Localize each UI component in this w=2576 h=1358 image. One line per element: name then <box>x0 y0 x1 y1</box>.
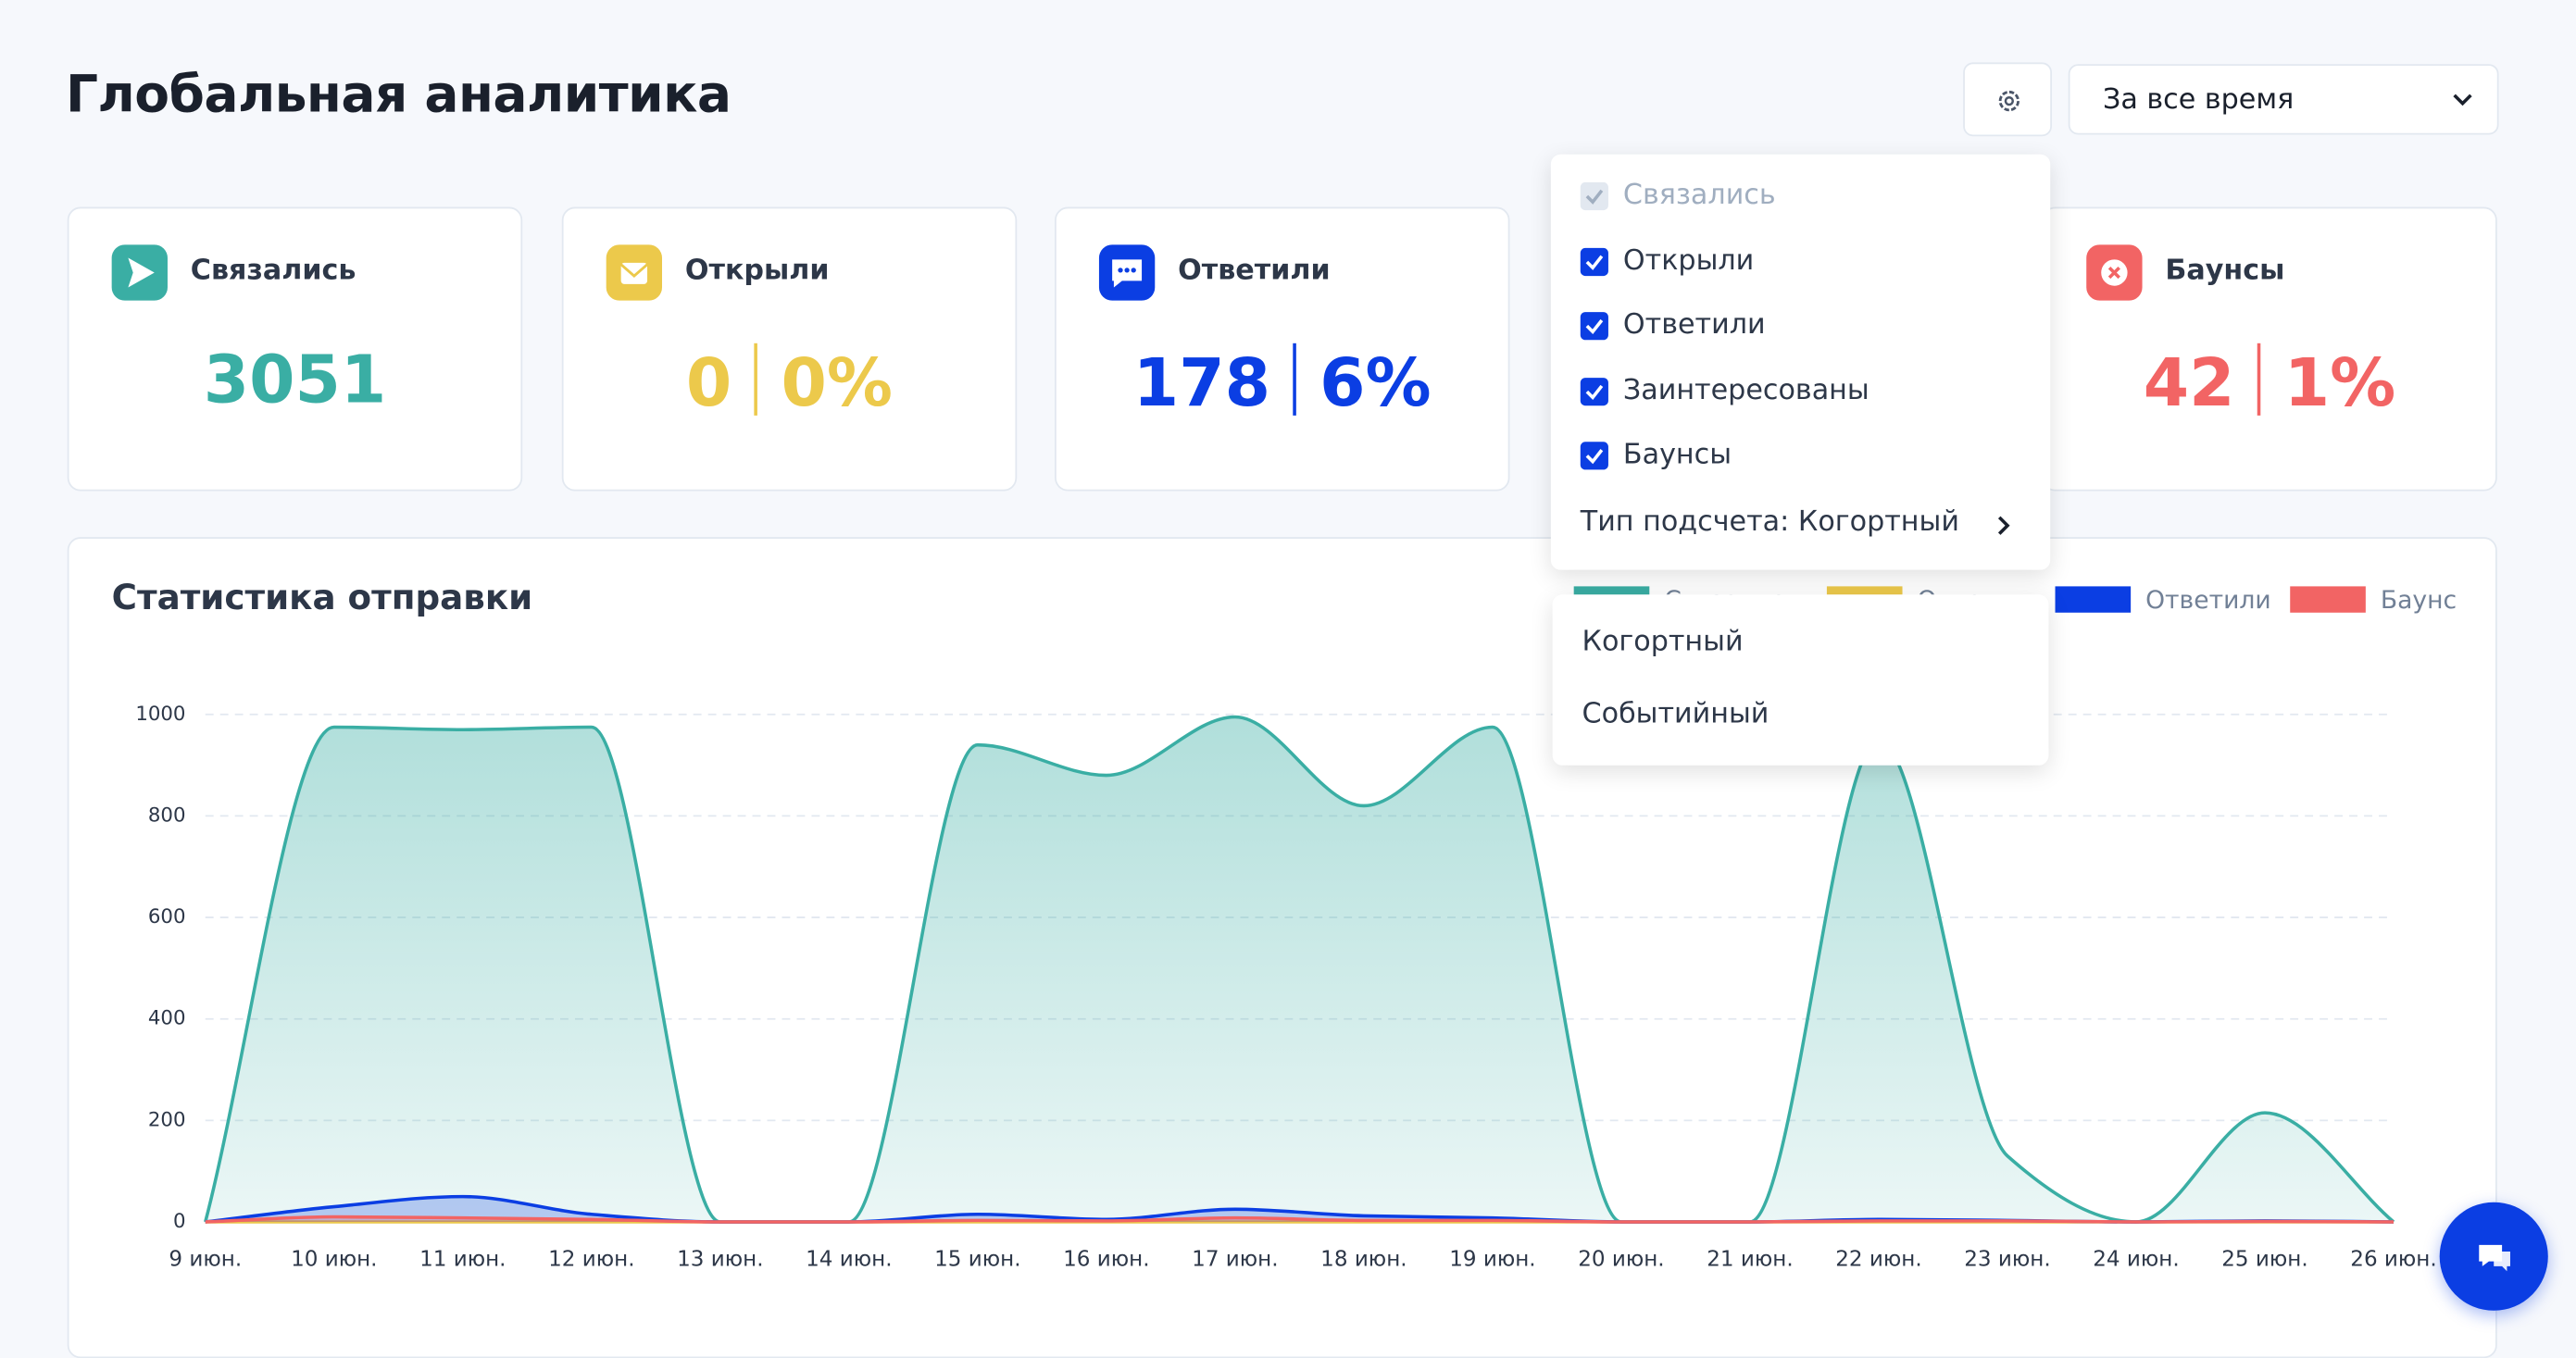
x-tick-label: 26 июн. <box>2350 1247 2436 1271</box>
x-tick-label: 24 июн. <box>2093 1247 2179 1271</box>
x-tick-label: 13 июн. <box>677 1247 763 1271</box>
stat-card: Открыли 0 0% <box>561 206 1018 492</box>
checkbox[interactable] <box>1580 312 1608 341</box>
card-value: 3051 <box>69 343 521 419</box>
count-type[interactable]: Тип подсчета: Когортный <box>1580 505 1959 539</box>
y-tick-label: 0 <box>173 1210 186 1233</box>
card-icon <box>606 244 663 301</box>
chevron-down <box>2453 93 2472 106</box>
card-label: Ответили <box>1178 255 1331 288</box>
stat-card: Баунсы 42 1% <box>2042 206 2497 492</box>
series-line <box>204 715 2395 1224</box>
y-tick-label: 400 <box>148 1007 186 1030</box>
chart-title: Статистика отправки <box>112 577 533 617</box>
settings-button[interactable] <box>1963 62 2052 137</box>
x-tick-label: 22 июн. <box>1835 1247 1921 1271</box>
value: 178 <box>1132 346 1270 422</box>
menu-item-label[interactable]: Ответили <box>1622 308 1766 343</box>
legend-swatch <box>2290 586 2366 613</box>
legend-label: Баунс <box>2381 586 2457 615</box>
x-tick-label: 14 июн. <box>806 1247 892 1271</box>
separator <box>755 343 758 416</box>
count-type-submenu: Когортный Событийный <box>1552 594 2049 766</box>
card-value: 178 6% <box>1057 343 1508 422</box>
value: 0 <box>685 346 732 422</box>
stat-card: Связались 3051 <box>67 206 523 492</box>
x-tick-label: 16 июн. <box>1063 1247 1149 1271</box>
card-label: Открыли <box>684 255 830 288</box>
card-icon <box>1098 244 1156 301</box>
y-tick-label: 600 <box>148 905 186 928</box>
y-tick-label: 1000 <box>135 703 185 726</box>
chevron-right <box>1995 513 2014 544</box>
menu-item-label[interactable]: Открыли <box>1622 243 1755 277</box>
x-tick-label: 15 июн. <box>934 1247 1020 1271</box>
settings-menu: Связались Открыли Ответили Заинтересованы Ба… <box>1550 154 2051 570</box>
separator <box>1293 343 1297 416</box>
x-tick-label: 17 июн. <box>1192 1247 1278 1271</box>
card-value: 42 1% <box>2044 343 2495 422</box>
x-tick-label: 20 июн. <box>1578 1247 1664 1271</box>
stat-card: Ответили 178 6% <box>1055 206 1510 492</box>
value: 42 <box>2143 346 2235 422</box>
percent: 0% <box>781 346 894 422</box>
separator <box>2257 343 2261 416</box>
card-label: Баунсы <box>2165 255 2285 288</box>
percent: 6% <box>1319 346 1432 422</box>
menu-item-label[interactable]: Баунсы <box>1622 438 1732 472</box>
menu-option[interactable]: Событийный <box>1582 698 1769 731</box>
series-area <box>205 716 2395 1223</box>
period-value: За все время <box>2102 83 2295 117</box>
y-tick-label: 800 <box>148 804 186 827</box>
x-tick-label: 10 июн. <box>291 1247 377 1271</box>
checkbox[interactable] <box>1580 442 1608 470</box>
card-label: Связались <box>190 255 356 288</box>
card-icon <box>2086 244 2143 301</box>
checkbox[interactable] <box>1580 377 1608 405</box>
card-value: 0 0% <box>564 343 1016 422</box>
legend-swatch <box>2055 586 2132 613</box>
period-select[interactable]: За все время <box>2068 64 2499 135</box>
x-tick-label: 9 июн. <box>169 1247 242 1271</box>
checkbox[interactable] <box>1580 247 1608 276</box>
x-tick-label: 11 июн. <box>419 1247 506 1271</box>
percent: 1% <box>2283 346 2396 422</box>
checkbox <box>1580 181 1608 211</box>
legend-label: Ответили <box>2145 586 2271 615</box>
value: 3051 <box>203 343 387 419</box>
x-tick-label: 19 июн. <box>1449 1247 1535 1271</box>
menu-option[interactable]: Когортный <box>1582 625 1744 659</box>
page-title: Глобальная аналитика <box>65 65 732 125</box>
menu-item-label: Связались <box>1622 179 1776 212</box>
x-tick-label: 23 июн. <box>1964 1247 2050 1271</box>
series-line <box>205 1215 2395 1224</box>
y-tick-label: 200 <box>148 1108 186 1131</box>
card-icon <box>111 244 168 301</box>
x-tick-label: 12 июн. <box>548 1247 634 1271</box>
menu-item-label[interactable]: Заинтересованы <box>1622 373 1869 407</box>
x-tick-label: 25 июн. <box>2221 1247 2307 1271</box>
x-tick-label: 18 июн. <box>1320 1247 1407 1271</box>
x-tick-label: 21 июн. <box>1707 1247 1793 1271</box>
chat-button[interactable] <box>2439 1202 2548 1311</box>
gear-icon <box>1998 90 2020 112</box>
